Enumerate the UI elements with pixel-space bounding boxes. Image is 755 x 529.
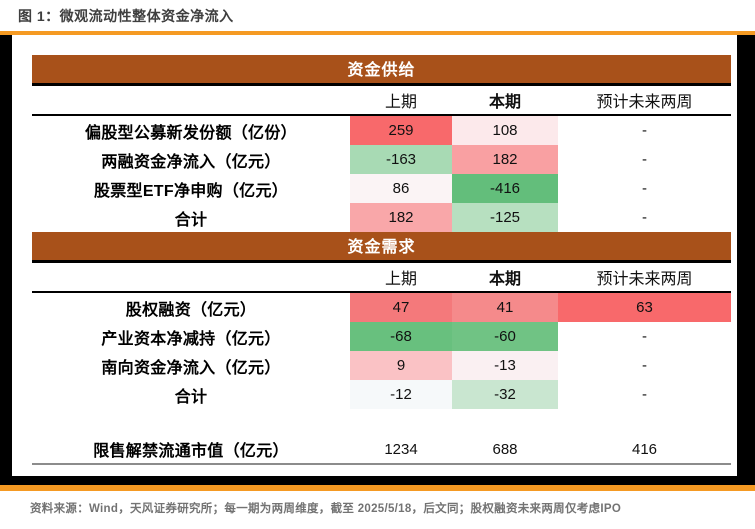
table-row: 产业资本净减持（亿元） -68 -60 - bbox=[32, 322, 731, 351]
report-figure: 图 1：微观流动性整体资金净流入 资金供给 上期 本期 预计未来两周 偏股型公募新发份额… bbox=[0, 0, 755, 515]
value-cell: -60 bbox=[452, 322, 558, 351]
table-row: 股票型ETF净申购（亿元） 86 -416 - bbox=[32, 174, 731, 203]
column-header-empty bbox=[32, 263, 350, 291]
value-cell: - bbox=[642, 122, 647, 139]
row-label: 合计 bbox=[174, 388, 208, 406]
column-header-2: 本期 bbox=[488, 94, 521, 111]
value-cell: -125 bbox=[452, 203, 558, 232]
table-panel: 资金供给 上期 本期 预计未来两周 偏股型公募新发份额（亿份） 259 108- 两融资金净流… bbox=[12, 35, 737, 476]
figure-title-text: 图 1：微观流动性整体资金净流入 bbox=[18, 7, 234, 24]
figure-frame: 资金供给 上期 本期 预计未来两周 偏股型公募新发份额（亿份） 259 108- 两融资金净流… bbox=[0, 35, 755, 485]
top-orange-divider bbox=[0, 31, 755, 35]
table-row: 合计 -12 -32 - bbox=[32, 380, 731, 409]
table-row: 两融资金净流入（亿元） -163 182 - bbox=[32, 145, 731, 174]
column-header-1: 上期 bbox=[384, 94, 417, 111]
column-header-row: 上期 本期 预计未来两周 bbox=[32, 86, 731, 116]
column-header-row: 上期 本期 预计未来两周 bbox=[32, 263, 731, 293]
value-cell: 63 bbox=[558, 293, 731, 322]
value-cell: 688 bbox=[492, 440, 518, 458]
table-row: 股权融资（亿元） 47 41 63 bbox=[32, 293, 731, 322]
value-cell: - bbox=[642, 386, 647, 403]
section-header: 资金需求 bbox=[32, 232, 731, 263]
table-row: 南向资金净流入（亿元） 9 -13 - bbox=[32, 351, 731, 380]
column-header-2: 本期 bbox=[488, 271, 521, 288]
row-label: 南向资金净流入（亿元） bbox=[101, 359, 281, 377]
column-header-1: 上期 bbox=[384, 271, 417, 288]
value-cell: 47 bbox=[350, 293, 452, 322]
value-cell: 182 bbox=[452, 145, 558, 174]
value-cell: - bbox=[642, 328, 647, 345]
value-cell: 182 bbox=[350, 203, 452, 232]
value-cell: -32 bbox=[452, 380, 558, 409]
bottom-orange-divider bbox=[0, 485, 755, 491]
row-label: 合计 bbox=[174, 211, 208, 229]
value-cell: - bbox=[642, 180, 647, 197]
value-cell: 9 bbox=[350, 351, 452, 380]
section-header: 资金供给 bbox=[32, 55, 731, 86]
row-label: 两融资金净流入（亿元） bbox=[101, 153, 281, 171]
column-header-empty bbox=[32, 86, 350, 114]
source-note: 资料来源：Wind，天风证券研究所；每一期为两周维度，截至 2025/5/18，… bbox=[30, 503, 622, 515]
value-cell: 41 bbox=[452, 293, 558, 322]
table-row: 合计 182 -125 - bbox=[32, 203, 731, 232]
value-cell: 259 bbox=[350, 116, 452, 145]
row-label: 股票型ETF净申购（亿元） bbox=[93, 182, 289, 200]
value-cell: -163 bbox=[350, 145, 452, 174]
row-label: 股权融资（亿元） bbox=[125, 301, 257, 319]
figure-title: 图 1：微观流动性整体资金净流入 bbox=[0, 0, 755, 31]
row-label: 产业资本净减持（亿元） bbox=[101, 330, 281, 348]
value-cell: - bbox=[642, 151, 647, 168]
value-cell: -12 bbox=[350, 380, 452, 409]
row-label: 限售解禁流通市值（亿元） bbox=[93, 443, 289, 460]
table-spacer bbox=[32, 409, 731, 435]
value-cell: -13 bbox=[452, 351, 558, 380]
column-header-3: 预计未来两周 bbox=[596, 94, 693, 111]
value-cell: -416 bbox=[452, 174, 558, 203]
value-cell: -68 bbox=[350, 322, 452, 351]
value-cell: 86 bbox=[350, 174, 452, 203]
value-cell: - bbox=[642, 357, 647, 374]
value-cell: 108 bbox=[452, 116, 558, 145]
row-label: 偏股型公募新发份额（亿份） bbox=[85, 124, 297, 142]
table-row: 偏股型公募新发份额（亿份） 259 108 - bbox=[32, 116, 731, 145]
value-cell: 416 bbox=[631, 440, 658, 458]
column-header-3: 预计未来两周 bbox=[596, 271, 693, 288]
table: 资金供给 上期 本期 预计未来两周 偏股型公募新发份额（亿份） 259 108- 两融资金净流… bbox=[32, 55, 731, 465]
value-cell: - bbox=[642, 209, 647, 226]
table-row: 限售解禁流通市值（亿元） 1234 688 416 bbox=[32, 435, 731, 465]
value-cell: 1234 bbox=[384, 440, 418, 458]
